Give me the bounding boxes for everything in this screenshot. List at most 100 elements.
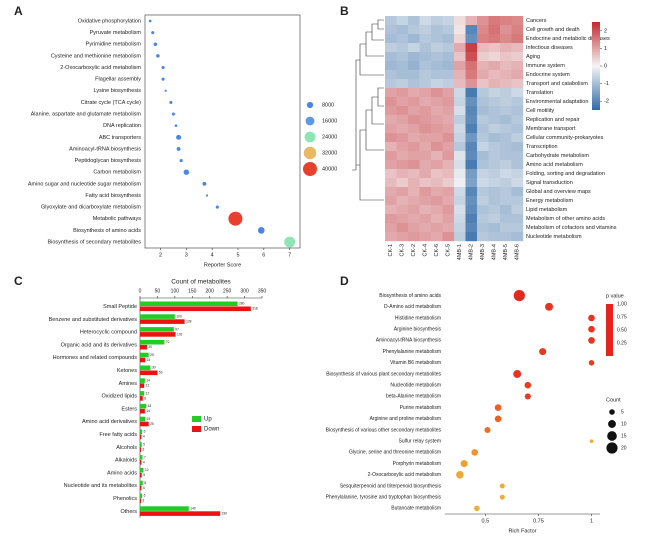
category-label: Biosynthesis of secondary metabolites [47,239,141,245]
heat-cell [477,160,489,170]
bubble [588,314,595,322]
legend-label: Up [204,417,212,423]
value-label: 8 [144,396,146,400]
heat-cell [442,34,455,44]
size-legend-label: 8000 [322,102,334,108]
heat-cell [408,88,420,98]
heat-cell [442,151,455,161]
bar [140,447,142,452]
heat-cell [396,97,409,107]
heat-cell [385,214,397,224]
heat-cell [408,214,420,224]
heat-cell [396,34,409,44]
column-label: 4MB-5 [503,244,509,260]
heat-cell [500,16,512,26]
heat-cell [419,160,432,170]
heat-cell [385,151,397,161]
heat-cell [419,169,432,179]
row-label: Immune system [526,63,565,69]
heat-cell [431,124,443,134]
dot [176,134,182,140]
row-label: Energy metabolism [526,198,573,204]
value-label: 14 [146,409,150,413]
category-label: 2-Oxocarboxylic acid metabolism [368,472,441,478]
bar [140,344,147,350]
heat-cell [500,124,512,134]
heat-cell [511,133,524,143]
category-label: Aminoacyl-tRNA biosynthesis [69,146,141,152]
bubble [474,505,480,512]
value-label: 15 [147,417,151,421]
heat-cell [500,25,512,35]
heat-cell [465,61,478,71]
dot [171,112,175,116]
size-legend-dot [303,162,317,176]
category-label: Histidine metabolism [395,315,441,321]
heat-cell [431,43,443,53]
bubble [588,325,595,333]
heat-cell [477,61,489,71]
legend-swatch [192,426,201,432]
colorbar-tick-label: 0 [604,63,607,69]
heat-cell [419,142,432,152]
heat-cell [408,169,420,179]
heat-cell [511,205,524,215]
value-label: 4 [143,486,145,490]
bar [140,357,146,363]
category-label: Esters [121,406,137,412]
bar [140,383,145,388]
heat-cell [511,196,524,206]
heat-cell [396,106,409,116]
category-label: Amino acid derivatives [82,419,137,425]
x-tick-label: 300 [240,288,249,294]
heat-cell [465,115,478,125]
heat-cell [465,16,478,26]
heat-cell [465,79,478,89]
heat-cell [385,88,397,98]
heat-cell [385,124,397,134]
bar [140,480,143,486]
heat-cell [454,115,466,125]
heat-cell [396,124,409,134]
category-label: Sulfur relay system [398,439,441,445]
bubble [484,426,491,434]
size-legend-label: 16000 [322,118,337,124]
value-label: 140 [190,507,196,511]
heat-cell [431,133,443,143]
heat-cell [408,97,420,107]
category-label: Glycine, serine and threonine metabolism [349,450,441,456]
value-label: 100 [176,315,182,319]
panel-label: B [340,4,349,18]
heat-cell [477,223,489,233]
bar [140,370,158,376]
heat-cell [454,214,466,224]
value-label: 15 [147,358,151,362]
heat-cell [454,79,466,89]
x-tick-label: 250 [223,288,232,294]
count-legend-dot [606,442,618,454]
p-colorbar [606,304,613,356]
heat-cell [442,232,455,242]
row-label: Cellular community-prokaryotes [526,135,604,141]
category-label: Aminoacyl-tRNA biosynthesis [376,338,442,344]
x-tick-label: 5 [236,252,239,258]
x-tick-label: 350 [258,288,267,294]
category-label: Organic acid and its derivatives [61,342,138,348]
bar [140,467,144,473]
value-label: 8 [144,481,146,485]
heat-cell [488,142,501,152]
category-label: Butanoate metabolism [391,506,441,512]
x-tick-label: 0 [139,288,142,294]
value-label: 30 [152,366,156,370]
heat-cell [465,151,478,161]
category-label: Porphyrin metabolism [393,461,441,467]
bar [140,327,174,332]
dot [148,19,152,23]
row-label: Cell growth and death [526,27,580,33]
heat-cell [511,43,524,53]
heat-cell [431,178,443,188]
heat-cell [488,61,501,71]
heat-cell [511,214,524,224]
heat-cell [385,97,397,107]
heat-cell [454,106,466,116]
